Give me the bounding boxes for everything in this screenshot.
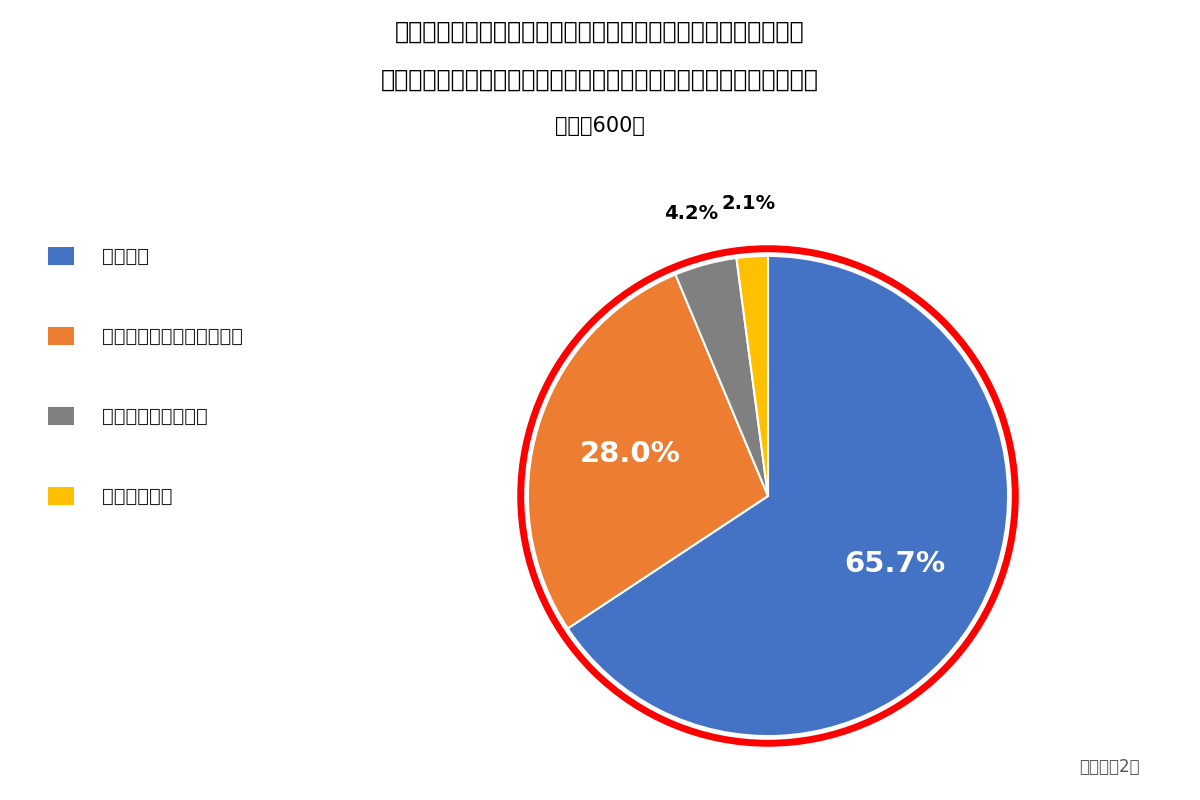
Wedge shape [737, 256, 768, 496]
Wedge shape [568, 256, 1008, 736]
Wedge shape [528, 274, 768, 629]
Text: 2.1%: 2.1% [721, 194, 775, 214]
Text: （グラフ2）: （グラフ2） [1079, 758, 1140, 776]
Text: 気にならない: 気にならない [102, 486, 173, 506]
Text: 気になる: 気になる [102, 246, 149, 266]
Text: 65.7%: 65.7% [845, 550, 946, 578]
Text: どちらかといえば気になる: どちらかといえば気になる [102, 326, 242, 346]
Text: エアコンを使用するにあたり、電気代の値上がりは気になりますか。: エアコンを使用するにあたり、電気代の値上がりは気になりますか。 [382, 68, 818, 92]
Text: 今年の夏、電力ひっ迫や電気代値上げが話題となっていますが、: 今年の夏、電力ひっ迫や電気代値上げが話題となっていますが、 [395, 20, 805, 44]
Text: （ｎ＝600）: （ｎ＝600） [556, 116, 644, 136]
Wedge shape [676, 258, 768, 496]
Text: あまり気にならない: あまり気にならない [102, 406, 208, 426]
Text: 28.0%: 28.0% [580, 440, 680, 468]
Text: 4.2%: 4.2% [665, 204, 719, 222]
